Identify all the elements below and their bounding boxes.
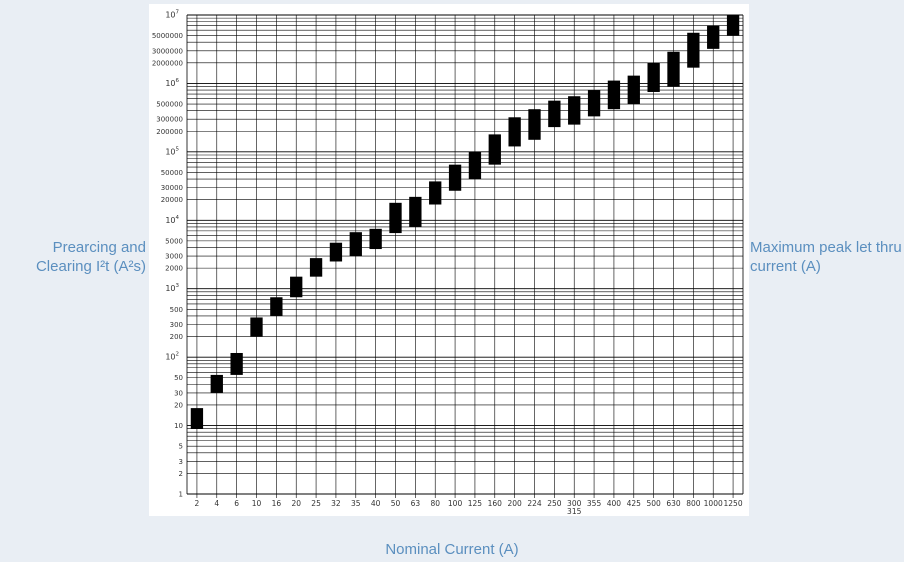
y-tick-label: 2 — [179, 470, 183, 478]
range-bar — [270, 297, 283, 316]
range-bar — [369, 228, 382, 250]
y-tick-label: 5000 — [165, 237, 183, 245]
y-power-label: 102 — [165, 352, 179, 362]
range-bar — [309, 258, 323, 277]
range-bar — [448, 164, 462, 191]
x-tick-label: 1000 — [704, 499, 723, 508]
x-tick-label: 1250 — [724, 499, 743, 508]
y-tick-label: 2000 — [165, 265, 183, 273]
range-bar — [230, 352, 243, 375]
y-tick-label: 500 — [170, 306, 183, 314]
y-tick-label: 200 — [170, 333, 183, 341]
x-tick-label: 400 — [607, 499, 622, 508]
y-tick-label: 3000 — [165, 253, 183, 261]
range-bar — [389, 202, 402, 234]
y-tick-label: 500000 — [156, 101, 183, 109]
x-tick-label: 80 — [430, 499, 440, 508]
left-axis-title: Prearcing and Clearing I²t (A²s) — [35, 239, 146, 275]
range-bar — [707, 25, 720, 49]
x-tick-sublabel: 315 — [567, 507, 582, 516]
range-bar — [488, 134, 501, 165]
x-tick-label: 16 — [272, 499, 282, 508]
range-bar — [687, 32, 700, 68]
range-bar — [250, 317, 263, 337]
range-bar — [627, 75, 640, 105]
range-bar — [548, 100, 561, 128]
y-power-label: 103 — [165, 283, 179, 293]
x-tick-label: 125 — [468, 499, 483, 508]
range-bar — [429, 181, 442, 205]
x-tick-label: 2 — [195, 499, 200, 508]
range-bar — [587, 90, 601, 117]
y-tick-label: 5000000 — [152, 32, 183, 40]
x-tick-label: 25 — [311, 499, 321, 508]
x-tick-label: 10 — [252, 499, 262, 508]
x-tick-label: 250 — [547, 499, 562, 508]
y-power-label: 107 — [165, 10, 179, 20]
x-tick-label: 800 — [686, 499, 701, 508]
chart-svg: 1235102030502003005002000300050002000030… — [152, 10, 744, 516]
x-tick-label: 224 — [527, 499, 542, 508]
range-bar — [349, 232, 362, 257]
y-power-label: 105 — [165, 146, 179, 156]
x-tick-label: 40 — [371, 499, 381, 508]
y-tick-label: 30000 — [161, 184, 183, 192]
y-tick-label: 20 — [174, 401, 183, 409]
y-power-label: 106 — [165, 78, 179, 88]
y-tick-label: 50000 — [161, 169, 183, 177]
x-tick-label: 32 — [331, 499, 341, 508]
y-tick-label: 30 — [174, 389, 183, 397]
range-bar — [468, 151, 482, 180]
range-bar — [726, 15, 740, 36]
range-bar — [290, 276, 303, 298]
y-tick-label: 200000 — [156, 128, 183, 136]
x-axis-title: Nominal Current (A) — [385, 541, 519, 558]
range-bar — [329, 242, 343, 262]
range-bar — [568, 96, 581, 125]
right-axis-title: Maximum peak let thru current (A) — [750, 239, 902, 275]
range-bar — [190, 408, 204, 429]
range-bar — [508, 117, 521, 147]
y-tick-label: 1 — [179, 491, 183, 499]
x-tick-label: 355 — [587, 499, 602, 508]
y-tick-label: 50 — [174, 374, 183, 382]
x-tick-label: 630 — [666, 499, 681, 508]
range-bar — [409, 196, 422, 227]
y-tick-label: 5 — [179, 443, 183, 451]
x-tick-label: 160 — [488, 499, 503, 508]
y-tick-label: 3000000 — [152, 47, 183, 55]
y-tick-label: 10 — [174, 422, 183, 430]
x-tick-label: 425 — [627, 499, 642, 508]
x-tick-label: 500 — [646, 499, 661, 508]
range-bar — [607, 80, 621, 110]
y-power-label: 104 — [165, 215, 179, 225]
x-tick-label: 100 — [448, 499, 463, 508]
x-tick-label: 6 — [234, 499, 239, 508]
x-tick-label: 300 — [567, 499, 582, 508]
x-tick-label: 20 — [291, 499, 301, 508]
x-tick-label: 35 — [351, 499, 361, 508]
range-bar — [647, 62, 660, 92]
range-bar — [528, 109, 541, 140]
x-tick-label: 4 — [214, 499, 219, 508]
range-bar — [667, 51, 680, 87]
y-tick-label: 300000 — [156, 116, 183, 124]
x-tick-label: 50 — [391, 499, 401, 508]
y-tick-label: 20000 — [161, 196, 183, 204]
x-tick-label: 200 — [507, 499, 522, 508]
y-tick-label: 300 — [170, 321, 183, 329]
chart-panel: 1 2 3 5 10 20 30 50 200 300 500 2000 3000 5000 20000 30… — [149, 4, 749, 516]
y-tick-label: 3 — [179, 458, 183, 466]
range-bar — [210, 374, 223, 393]
y-tick-label: 2000000 — [152, 59, 183, 67]
x-tick-label: 63 — [411, 499, 421, 508]
